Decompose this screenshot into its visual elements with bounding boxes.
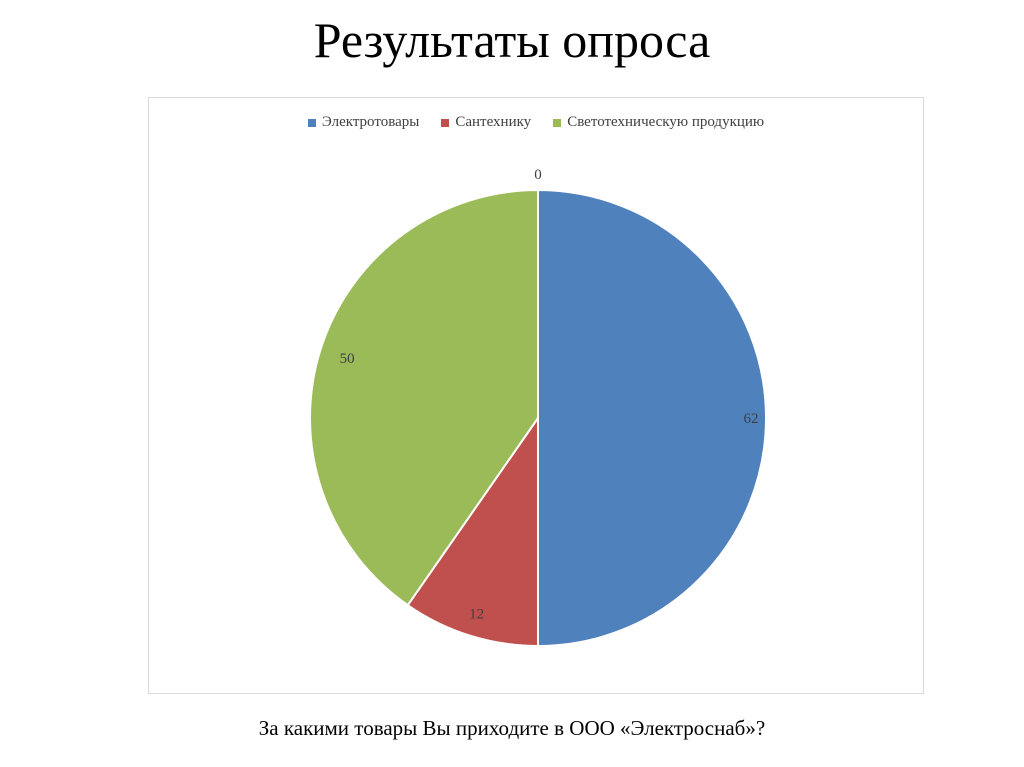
legend-item-elektrotovary: Электротовары: [307, 114, 420, 131]
chart-legend: Электротовары Сантехнику Светотехническу…: [149, 114, 923, 131]
legend-swatch: [553, 118, 562, 127]
data-label-santekhniku: 12: [469, 607, 484, 623]
data-label-elektrotovary: 62: [744, 411, 759, 427]
pie-chart: 62 12 50 0: [309, 167, 767, 648]
legend-label: Светотехническую продукцию: [567, 114, 765, 130]
legend-swatch: [307, 118, 316, 127]
pie-slice-elektrotovary: [537, 188, 767, 648]
slide-title: Результаты опроса: [313, 12, 711, 68]
pie-slice-santekhniku: [406, 414, 539, 648]
chart-area: Электротовары Сантехнику Светотехническу…: [148, 97, 924, 694]
data-label-svetotekhnika: 50: [340, 351, 355, 367]
legend-label: Сантехнику: [455, 114, 532, 130]
legend-item-svetotekhnika: Светотехническую продукцию: [553, 114, 764, 131]
legend-item-santekhniku: Сантехнику: [441, 114, 531, 131]
legend-swatch: [441, 118, 450, 127]
slide-caption: За какими товары Вы приходите в ООО «Эле…: [258, 716, 766, 740]
pie-slice-svetotekhnika: [309, 188, 539, 607]
legend-label: Электротовары: [321, 114, 420, 130]
data-label-zero: 0: [534, 167, 542, 183]
